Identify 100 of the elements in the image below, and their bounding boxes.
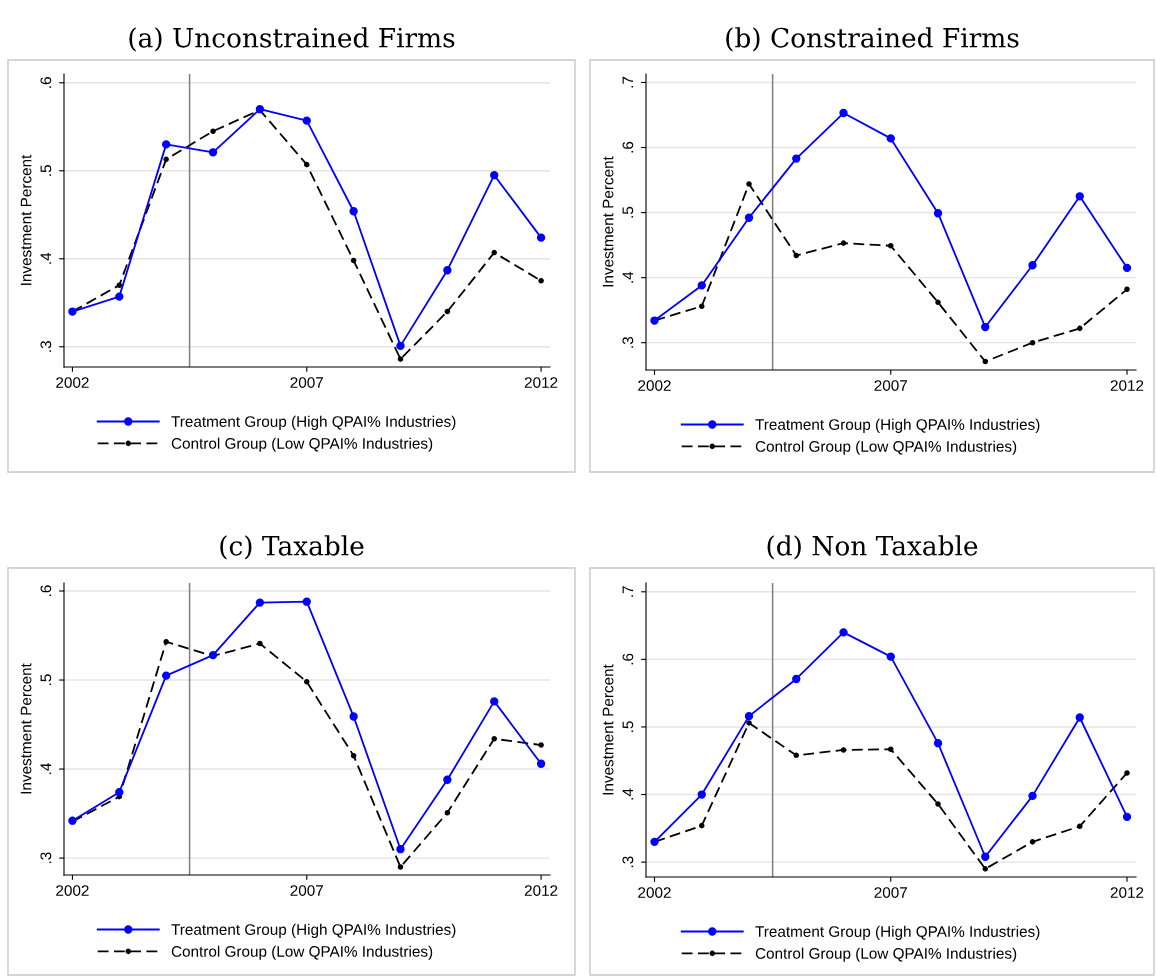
point (255, 598, 265, 607)
point (793, 752, 800, 759)
y-tick-label: .5 (622, 721, 634, 732)
point (443, 266, 452, 275)
point (744, 213, 754, 222)
point (538, 742, 544, 748)
point (162, 140, 171, 149)
point (982, 358, 989, 365)
y-tick-label: .6 (40, 585, 52, 596)
x-tick-label: 2012 (524, 377, 558, 388)
y-axis-title: Investment Percent (602, 156, 614, 287)
x-tick-label: 2007 (874, 380, 907, 391)
point (490, 171, 499, 180)
point (744, 711, 754, 721)
point (490, 697, 499, 706)
y-tick-label: .6 (40, 77, 52, 88)
point (1076, 325, 1083, 332)
point (536, 759, 546, 768)
point (698, 303, 705, 310)
point (396, 341, 405, 351)
x-tick-label: 2002 (56, 377, 89, 388)
y-tick-label: .4 (622, 788, 634, 800)
x-tick-label: 2012 (1110, 887, 1144, 898)
point (350, 257, 357, 264)
y-tick-label: .4 (40, 763, 52, 775)
y-tick-label: .7 (622, 586, 634, 597)
point (981, 852, 990, 861)
point (840, 240, 847, 246)
point (444, 308, 451, 315)
y-tick-label: .5 (622, 206, 634, 218)
point (491, 736, 498, 742)
point (1028, 261, 1037, 270)
x-tick-label: 2002 (638, 887, 671, 898)
point (935, 299, 941, 306)
legend-label: Control Group (Low QPAI% Industries) (755, 440, 1017, 455)
point (1029, 339, 1036, 346)
chart-title: (a) Unconstrained Firms (129, 27, 455, 52)
y-tick-label: .5 (40, 674, 52, 686)
point (886, 134, 895, 143)
x-tick-label: 2002 (56, 885, 89, 896)
point (257, 640, 263, 647)
x-tick-label: 2012 (1110, 380, 1144, 391)
point (1029, 839, 1036, 845)
point (443, 775, 452, 784)
point (1124, 770, 1130, 776)
legend-label: Control Group (Low QPAI% Industries) (755, 947, 1017, 962)
point (887, 746, 894, 753)
point (792, 154, 801, 163)
point (697, 790, 706, 799)
point (840, 747, 847, 753)
y-axis-title: Investment Percent (20, 154, 32, 285)
y-tick-label: .5 (40, 165, 52, 176)
point (303, 679, 310, 685)
point (1075, 713, 1084, 722)
point (349, 207, 358, 216)
y-tick-label: .7 (622, 76, 634, 88)
point (935, 801, 941, 807)
x-tick-label: 2007 (290, 885, 323, 896)
legend-label: Control Group (Low QPAI% Industries) (171, 437, 433, 452)
chart-title: (b) Constrained Firms (726, 27, 1019, 52)
point (536, 233, 546, 242)
y-axis-title: Investment Percent (20, 663, 32, 794)
point (933, 209, 943, 218)
point (1122, 812, 1132, 822)
y-tick-label: .6 (622, 141, 634, 153)
point (397, 864, 404, 870)
point (302, 116, 311, 125)
point (982, 866, 989, 872)
point (746, 720, 752, 726)
chart-title: (d) Non Taxable (767, 535, 978, 560)
point (1028, 791, 1037, 801)
y-tick-label: .3 (40, 341, 52, 352)
point (538, 277, 544, 284)
point (792, 674, 801, 684)
chart-title: (c) Taxable (220, 535, 364, 560)
point (349, 712, 358, 721)
point (981, 322, 990, 332)
point (397, 356, 404, 362)
point (887, 242, 894, 249)
point (1076, 823, 1083, 830)
point (839, 628, 848, 637)
point (208, 148, 218, 157)
y-tick-label: .4 (40, 252, 52, 264)
point (746, 181, 752, 187)
y-tick-label: .4 (622, 271, 634, 283)
legend-label: Control Group (Low QPAI% Industries) (171, 945, 433, 960)
point (444, 809, 451, 816)
x-tick-label: 2002 (638, 380, 671, 391)
point (162, 671, 171, 680)
point (697, 281, 706, 290)
point (793, 252, 800, 259)
point (933, 739, 943, 748)
y-axis-title: Investment Percent (602, 664, 614, 795)
point (1124, 286, 1130, 293)
point (210, 128, 216, 134)
x-tick-label: 2012 (524, 885, 558, 896)
x-tick-label: 2007 (874, 887, 907, 898)
point (1122, 263, 1132, 273)
point (116, 282, 123, 288)
point (302, 597, 311, 606)
